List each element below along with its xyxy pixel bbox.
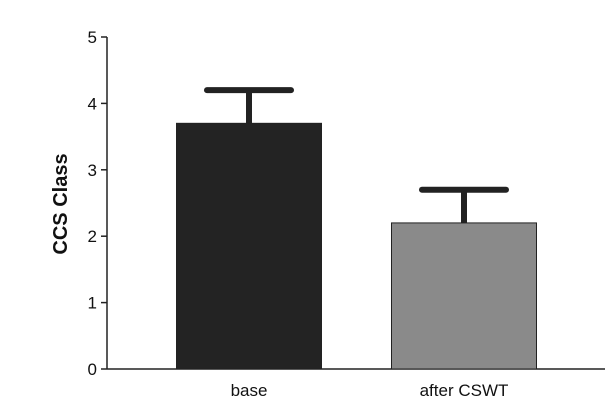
y-axis-title: CCS Class (50, 153, 72, 254)
y-tick-label: 0 (88, 360, 97, 379)
y-tick-label: 1 (88, 294, 97, 313)
y-tick-label: 4 (88, 94, 97, 113)
y-tick-label: 2 (88, 227, 97, 246)
x-category-label: base (231, 381, 268, 400)
bar (391, 222, 537, 370)
y-axis: 0 1 2 3 4 5 (88, 28, 108, 379)
x-category-label: after CSWT (420, 381, 509, 400)
bars (176, 87, 537, 370)
y-tick-label: 5 (88, 28, 97, 47)
x-axis: base after CSWT (107, 368, 605, 400)
bar (176, 122, 322, 370)
y-tick-label: 3 (88, 161, 97, 180)
